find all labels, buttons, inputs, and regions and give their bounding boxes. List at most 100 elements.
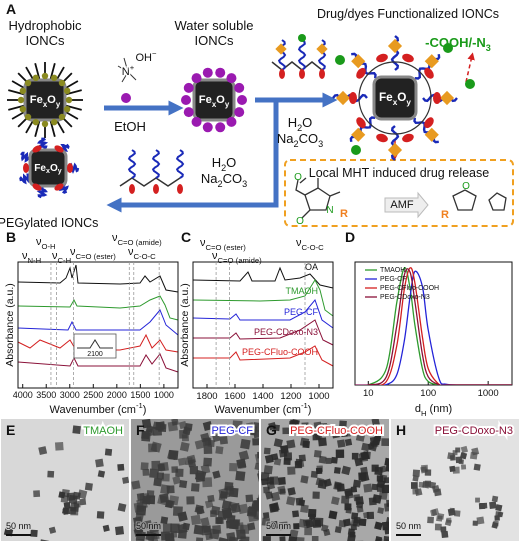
text-part: O bbox=[47, 94, 56, 106]
text-part: O bbox=[50, 163, 58, 174]
amf-arrow bbox=[384, 191, 429, 219]
text-part: AMF bbox=[390, 199, 414, 211]
core-label: FexOy bbox=[30, 94, 61, 109]
tem-name: PEG-CFluo-COOH bbox=[290, 425, 383, 437]
box-title: Local MHT induced drug release bbox=[309, 166, 489, 180]
tem-background bbox=[391, 419, 519, 541]
particle bbox=[204, 499, 214, 509]
end-group bbox=[443, 43, 453, 53]
panel-label: A bbox=[6, 1, 16, 17]
particle bbox=[313, 449, 322, 458]
particle bbox=[194, 439, 205, 450]
particle bbox=[302, 440, 310, 449]
particle bbox=[478, 503, 486, 510]
x-tick-label: 1000 bbox=[308, 391, 329, 402]
scheme-arrows bbox=[104, 52, 514, 227]
particle bbox=[38, 446, 48, 456]
particle bbox=[141, 430, 150, 440]
text-part: -1 bbox=[136, 401, 143, 410]
particles bbox=[410, 445, 504, 539]
band-label: νC-O-C bbox=[128, 246, 156, 261]
particle bbox=[273, 438, 283, 448]
particle bbox=[351, 512, 359, 520]
ligand bbox=[234, 82, 245, 93]
ligand bbox=[226, 116, 237, 127]
particle bbox=[410, 482, 418, 489]
anchor bbox=[54, 183, 64, 191]
text-part: C-O-C bbox=[134, 252, 157, 261]
particle bbox=[323, 478, 332, 488]
particle bbox=[262, 536, 271, 541]
particle bbox=[491, 495, 499, 503]
text-part: x bbox=[393, 98, 398, 107]
particle bbox=[376, 475, 384, 482]
ligand bbox=[237, 95, 247, 105]
atom: OH− bbox=[136, 49, 158, 64]
ligand bbox=[181, 95, 191, 105]
text-part: R bbox=[340, 208, 348, 220]
particle bbox=[304, 527, 312, 536]
text-part: x bbox=[46, 168, 50, 175]
inset-spectrum bbox=[77, 339, 113, 349]
bond bbox=[121, 71, 129, 83]
text-part: 50 nm bbox=[6, 521, 31, 531]
particle bbox=[253, 499, 259, 510]
particle bbox=[495, 511, 502, 518]
particle bbox=[335, 449, 345, 458]
bond bbox=[117, 65, 129, 73]
particle bbox=[495, 504, 503, 512]
spectrum bbox=[17, 309, 179, 336]
drug bbox=[387, 142, 403, 158]
particle bbox=[160, 516, 169, 525]
particle bbox=[177, 457, 187, 466]
peg-chain bbox=[36, 186, 48, 199]
particle bbox=[166, 485, 175, 494]
particle bbox=[333, 466, 341, 474]
particle bbox=[73, 500, 81, 509]
particle bbox=[265, 491, 274, 500]
particle bbox=[475, 497, 480, 503]
tem-background bbox=[1, 419, 129, 541]
particle bbox=[292, 510, 300, 518]
particle bbox=[312, 491, 320, 499]
peg-chain bbox=[175, 149, 185, 179]
anchor bbox=[376, 133, 388, 143]
anchor bbox=[349, 92, 357, 104]
text-part: 4000 bbox=[13, 390, 33, 400]
particle bbox=[384, 457, 389, 467]
drug bbox=[335, 90, 351, 106]
particle bbox=[360, 466, 368, 475]
ligand bbox=[202, 67, 213, 78]
particle bbox=[191, 483, 200, 492]
text-part: 2 bbox=[294, 139, 299, 149]
particle bbox=[140, 462, 149, 471]
oleic-chain bbox=[34, 63, 41, 79]
particle bbox=[444, 519, 452, 527]
particle bbox=[300, 504, 309, 513]
text-part: -1 bbox=[301, 401, 308, 410]
particle bbox=[363, 483, 373, 493]
particle bbox=[269, 476, 279, 485]
text-part: A bbox=[6, 1, 16, 17]
text-part: y bbox=[406, 98, 411, 107]
anchor bbox=[424, 67, 434, 79]
tem-image bbox=[261, 419, 389, 541]
ligand bbox=[191, 73, 202, 84]
molecules bbox=[295, 177, 507, 219]
x-axis-label: Wavenumber (cm-1) bbox=[50, 401, 147, 416]
bond bbox=[127, 71, 137, 81]
text-part: Wavenumber (cm bbox=[215, 404, 301, 416]
end-groups: -COOH/-N3 bbox=[425, 35, 491, 53]
atom: R bbox=[340, 208, 348, 220]
band-label: νC=O (amide) bbox=[112, 232, 162, 247]
peg-chain bbox=[36, 137, 49, 150]
particle bbox=[179, 479, 188, 489]
text-part: B bbox=[6, 229, 16, 245]
particle bbox=[243, 425, 251, 433]
particle bbox=[269, 503, 279, 513]
particle bbox=[473, 463, 481, 471]
anchor bbox=[402, 53, 414, 63]
particle bbox=[440, 526, 447, 533]
particle bbox=[152, 421, 162, 431]
x-tick-label: 1200 bbox=[280, 391, 301, 402]
